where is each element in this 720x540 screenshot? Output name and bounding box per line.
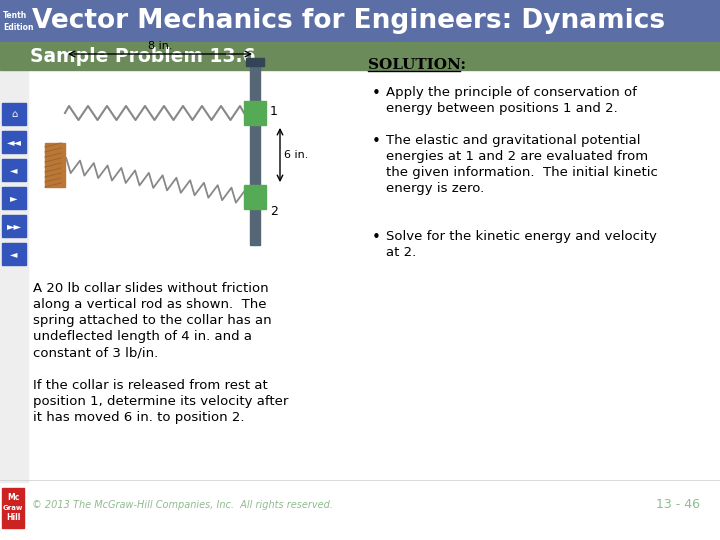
Text: position 1, determine its velocity after: position 1, determine its velocity after (33, 395, 289, 408)
Text: the given information.  The initial kinetic: the given information. The initial kinet… (386, 166, 658, 179)
Text: ◄: ◄ (10, 249, 18, 259)
Bar (2, 215, 26, 237)
Bar (2, 187, 26, 209)
Text: undeflected length of 4 in. and a: undeflected length of 4 in. and a (33, 330, 252, 343)
Bar (250, 62, 260, 245)
Bar (0, 42, 720, 70)
Text: ►►: ►► (6, 221, 22, 231)
Text: •: • (372, 134, 381, 149)
Text: energy between positions 1 and 2.: energy between positions 1 and 2. (386, 102, 618, 115)
Text: constant of 3 lb/in.: constant of 3 lb/in. (33, 346, 158, 359)
Text: along a vertical rod as shown.  The: along a vertical rod as shown. The (33, 298, 266, 311)
Text: •: • (372, 230, 381, 245)
Bar (2, 103, 26, 125)
Text: Tenth: Tenth (3, 10, 27, 19)
Text: at 2.: at 2. (386, 246, 416, 259)
Text: Vector Mechanics for Engineers: Dynamics: Vector Mechanics for Engineers: Dynamics (32, 8, 665, 34)
Text: 8 in.: 8 in. (148, 41, 172, 51)
Text: If the collar is released from rest at: If the collar is released from rest at (33, 379, 268, 392)
Text: Sample Problem 13.6: Sample Problem 13.6 (30, 46, 256, 65)
Text: Mc: Mc (6, 494, 19, 503)
Text: energies at 1 and 2 are evaluated from: energies at 1 and 2 are evaluated from (386, 150, 648, 163)
Bar (246, 58, 264, 66)
Bar (2, 159, 26, 181)
Text: Graw: Graw (3, 505, 23, 511)
Text: 6 in.: 6 in. (284, 150, 308, 160)
Bar (2, 131, 26, 153)
Text: Hill: Hill (6, 514, 20, 523)
Text: •: • (372, 86, 381, 101)
Text: Solve for the kinetic energy and velocity: Solve for the kinetic energy and velocit… (386, 230, 657, 243)
Text: SOLUTION:: SOLUTION: (368, 58, 466, 72)
Bar (244, 185, 266, 209)
Text: The elastic and gravitational potential: The elastic and gravitational potential (386, 134, 641, 147)
Text: 13 - 46: 13 - 46 (656, 498, 700, 511)
Text: 2: 2 (270, 205, 278, 218)
Text: Apply the principle of conservation of: Apply the principle of conservation of (386, 86, 637, 99)
Bar (2, 488, 24, 528)
Text: ►: ► (10, 193, 18, 203)
Bar (45, 143, 65, 187)
Text: it has moved 6 in. to position 2.: it has moved 6 in. to position 2. (33, 411, 245, 424)
Text: © 2013 The McGraw-Hill Companies, Inc.  All rights reserved.: © 2013 The McGraw-Hill Companies, Inc. A… (32, 500, 333, 510)
Text: ◄◄: ◄◄ (6, 137, 22, 147)
Text: Edition: Edition (3, 23, 34, 31)
Text: A 20 lb collar slides without friction: A 20 lb collar slides without friction (33, 282, 269, 295)
Bar (0, 0, 720, 42)
Text: 1: 1 (270, 105, 278, 118)
Text: ◄: ◄ (10, 165, 18, 175)
Text: spring attached to the collar has an: spring attached to the collar has an (33, 314, 271, 327)
Bar (0, 70, 28, 482)
Text: ⌂: ⌂ (11, 109, 17, 119)
Bar (244, 101, 266, 125)
Bar (2, 243, 26, 265)
Text: energy is zero.: energy is zero. (386, 182, 485, 195)
